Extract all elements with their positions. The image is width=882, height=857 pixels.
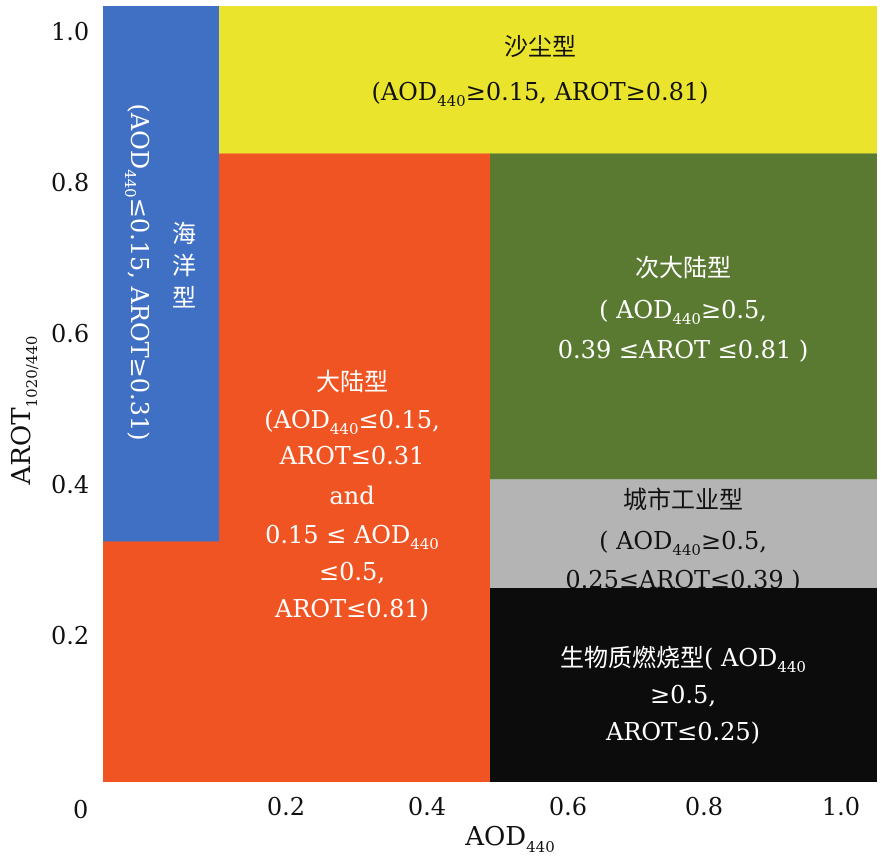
subcontinental-title: 次大陆型 [635,254,731,282]
y-tick-label-0.6: 0.6 [51,320,89,348]
y-axis-title: AROT1020/440 [7,336,41,486]
region-urban-industrial [490,479,877,588]
origin-label: 0 [73,796,88,824]
biomass-burning-criteria-line-3: AROT≤0.25) [605,718,760,746]
x-tick-label-0.2: 0.2 [267,793,305,821]
urban-industrial-criteria-line-1: ( AOD440≥0.5, [599,527,767,559]
region-biomass-burning [490,588,877,782]
subcontinental-criteria-line-2: 0.39 ≤AROT ≤0.81 ) [558,336,808,364]
continental-criteria-line-3: and [329,482,374,510]
continental-criteria-line-6: AROT≤0.81) [274,595,429,623]
x-tick-label-0.6: 0.6 [549,793,587,821]
y-tick-label-0.8: 0.8 [51,169,89,197]
x-tick-label-1.0: 1.0 [822,793,860,821]
region-marine [103,6,220,542]
dust-title: 沙尘型 [504,33,576,61]
region-subcontinental [490,153,877,480]
dust-criteria: (AOD440≥0.15, AROT≥0.81) [371,78,708,110]
marine-criteria: (AOD440≤0.15, AROT≥0.31) [121,103,153,440]
urban-industrial-criteria-line-2: 0.25≤AROT≤0.39 ) [565,566,800,594]
biomass-burning-criteria-line-1: 生物质燃烧型( AOD440 [560,644,806,676]
y-tick-label-0.2: 0.2 [51,622,89,650]
urban-industrial-title: 城市工业型 [623,486,743,514]
region-dust [219,6,878,154]
continental-criteria-line-2: AROT≤0.31 [279,442,425,470]
continental-criteria-line-4: 0.15 ≤ AOD440 [265,521,439,553]
biomass-burning-criteria-line-2: ≥0.5, [650,681,716,709]
subcontinental-criteria-line-1: ( AOD440≥0.5, [599,296,767,328]
x-tick-label-0.8: 0.8 [685,793,723,821]
continental-title: 大陆型 [316,368,388,396]
marine-title-char-1: 海 [172,220,196,248]
continental-criteria-line-5: ≤0.5, [319,558,385,586]
x-tick-label-0.4: 0.4 [408,793,446,821]
marine-title-char-3: 型 [172,284,196,312]
marine-title-char-2: 洋 [172,252,196,280]
y-tick-label-1.0: 1.0 [51,18,89,46]
continental-criteria-line-1: (AOD440≤0.15, [264,406,439,438]
y-tick-label-0.4: 0.4 [51,471,89,499]
x-axis-title: AOD440 [464,822,555,856]
